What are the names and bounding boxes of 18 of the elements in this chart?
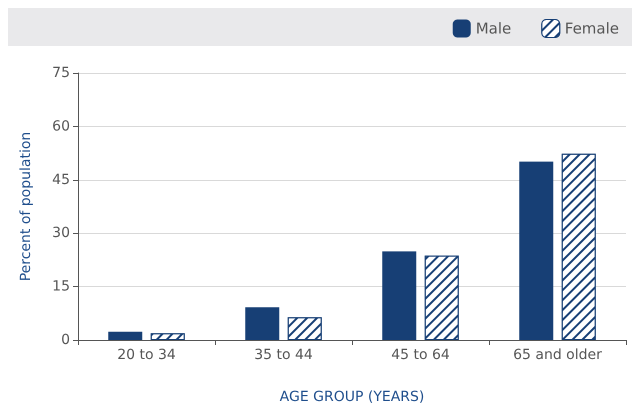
x-tick-label: 45 to 64 — [391, 347, 450, 363]
bar — [382, 251, 416, 340]
y-tick-label: 15 — [52, 278, 70, 295]
bar — [519, 162, 554, 340]
legend-label: Female — [564, 20, 620, 38]
y-tick-label: 45 — [52, 172, 70, 188]
y-tick-label: 60 — [52, 118, 70, 134]
x-tick-label: 65 and older — [513, 347, 602, 363]
x-axis-title: AGE GROUP (YEARS) — [280, 389, 424, 405]
y-tick-label: 30 — [52, 225, 70, 242]
bar — [108, 332, 142, 340]
y-tick-label: 75 — [52, 65, 70, 81]
bar — [245, 307, 280, 340]
y-tick-label: 0 — [61, 332, 70, 348]
x-tick-label: 20 to 34 — [117, 347, 176, 363]
x-tick-label: 35 to 44 — [254, 347, 313, 363]
legend-label: Male — [476, 20, 512, 38]
y-axis-title: Percent of population — [18, 132, 34, 282]
